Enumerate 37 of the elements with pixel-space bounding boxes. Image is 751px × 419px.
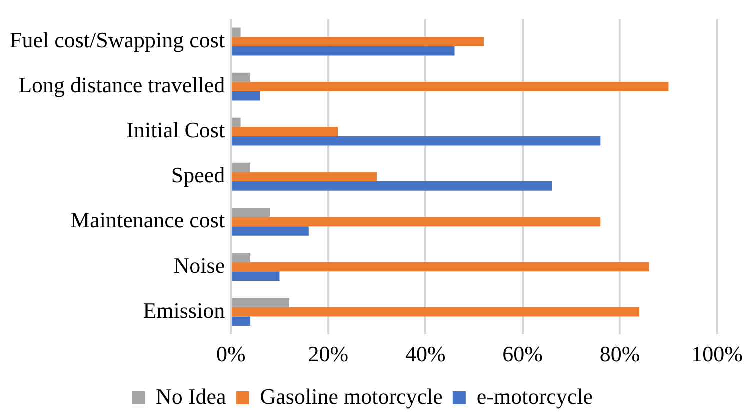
bar (232, 37, 484, 46)
bar (232, 118, 241, 128)
bar (232, 127, 338, 136)
y-tick-label: Fuel cost/Swapping cost (10, 28, 226, 53)
y-tick-label: Speed (171, 162, 226, 188)
bar (232, 72, 251, 82)
bar (232, 162, 251, 172)
y-tick-label: Maintenance cost (70, 208, 226, 233)
bar (232, 253, 251, 262)
x-tick-label: 0% (216, 342, 246, 367)
bar (232, 307, 640, 317)
bar (232, 172, 377, 182)
bar (232, 46, 455, 56)
y-tick-label: Noise (174, 252, 226, 278)
y-tick-label: Initial Cost (126, 118, 226, 143)
bar (232, 217, 601, 227)
x-tick-label: 100% (692, 342, 743, 367)
legend-label: e-motorcycle (476, 384, 593, 409)
bar (232, 82, 669, 92)
x-tick-label: 40% (405, 342, 446, 367)
bar (232, 226, 309, 236)
bar (232, 208, 270, 218)
bar (232, 316, 251, 326)
legend-label: Gasoline motorcycle (260, 384, 443, 409)
bar (232, 28, 241, 38)
x-tick-label: 20% (308, 342, 349, 367)
bar (232, 272, 280, 281)
bar (232, 262, 650, 272)
bar (232, 136, 601, 146)
y-tick-label: Long distance travelled (18, 72, 226, 98)
x-tick-label: 80% (600, 342, 640, 367)
bar (232, 182, 552, 191)
legend-label: No Idea (156, 384, 227, 409)
bar (232, 298, 290, 308)
bar (232, 91, 260, 101)
x-tick-label: 60% (502, 342, 544, 367)
y-tick-label: Emission (143, 298, 226, 323)
